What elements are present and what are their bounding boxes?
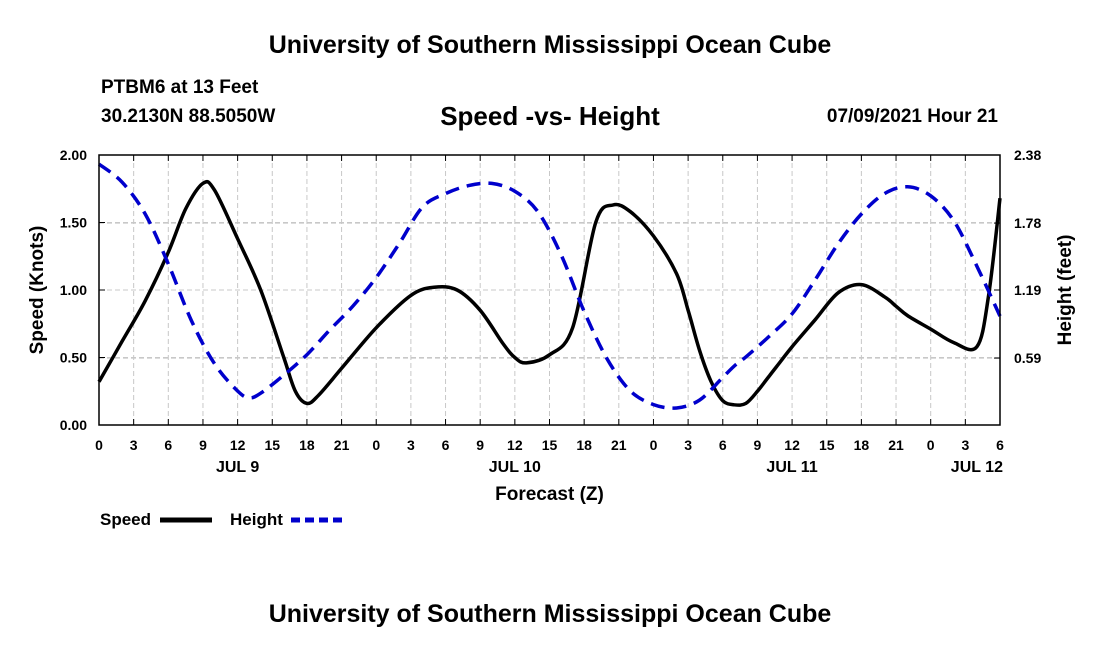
x-tick-label: 0 (650, 437, 658, 453)
legend-height-label: Height (230, 510, 283, 529)
x-tick-label: 12 (507, 437, 523, 453)
x-tick-label: 21 (611, 437, 627, 453)
x-tick-label: 6 (164, 437, 172, 453)
x-tick-label: 18 (299, 437, 315, 453)
x-tick-label: 3 (961, 437, 969, 453)
right-y-tick-label: 2.38 (1014, 147, 1041, 163)
legend: Speed Height (100, 510, 343, 529)
right-y-tick-label: 1.78 (1014, 215, 1041, 231)
report-title: University of Southern Mississippi Ocean… (268, 31, 832, 59)
x-tick-label: 0 (372, 437, 380, 453)
day-label: JUL 9 (216, 459, 259, 476)
grid-lines (99, 154, 1000, 425)
left-y-tick-label: 1.50 (60, 215, 87, 231)
x-tick-label: 3 (407, 437, 415, 453)
left-y-tick-label: 0.00 (60, 417, 87, 433)
left-y-tick-label: 1.00 (60, 282, 87, 298)
station-name: PTBM6 at 13 Feet (101, 77, 259, 98)
x-tick-label: 6 (996, 437, 1004, 453)
day-label: JUL 12 (951, 459, 1003, 476)
station-coordinates: 30.2130N 88.5050W (101, 106, 276, 127)
axis-ticks: 0 3 6 9 12 15 18 21 0 3 6 9 12 15 18 21 0 3 6 9 12 15 18 21 0 3 6 J… (60, 147, 1042, 476)
height-series-line (97, 162, 1002, 410)
x-tick-label: 9 (754, 437, 762, 453)
x-tick-label: 9 (476, 437, 484, 453)
footer-title: University of Southern Mississippi Ocean… (268, 600, 832, 628)
x-tick-label: 12 (230, 437, 246, 453)
x-tick-label: 3 (130, 437, 138, 453)
x-tick-label: 6 (719, 437, 727, 453)
x-tick-label: 15 (542, 437, 558, 453)
x-tick-label: 18 (854, 437, 870, 453)
chart-title: Speed -vs- Height (440, 101, 660, 131)
right-y-tick-label: 1.19 (1014, 282, 1041, 298)
x-tick-label: 6 (442, 437, 450, 453)
legend-speed-label: Speed (100, 510, 151, 529)
right-y-tick-label: 0.59 (1014, 350, 1041, 366)
left-y-tick-label: 2.00 (60, 147, 87, 163)
x-tick-label: 15 (264, 437, 280, 453)
left-y-tick-label: 0.50 (60, 350, 87, 366)
x-axis-label: Forecast (Z) (495, 484, 604, 505)
x-tick-label: 0 (95, 437, 103, 453)
x-tick-label: 9 (199, 437, 207, 453)
x-tick-label: 21 (334, 437, 350, 453)
series-lines (97, 162, 1002, 410)
x-tick-label: 15 (819, 437, 835, 453)
day-label: JUL 10 (489, 459, 541, 476)
x-tick-label: 12 (784, 437, 800, 453)
x-tick-label: 0 (927, 437, 935, 453)
forecast-datetime: 07/09/2021 Hour 21 (826, 106, 998, 127)
right-y-axis-label: Height (feet) (1055, 235, 1076, 346)
day-label: JUL 11 (766, 459, 817, 476)
x-tick-label: 21 (888, 437, 904, 453)
x-tick-label: 3 (684, 437, 692, 453)
left-y-axis-label: Speed (Knots) (27, 226, 48, 355)
x-tick-label: 18 (576, 437, 592, 453)
speed-series-line (97, 179, 1002, 407)
